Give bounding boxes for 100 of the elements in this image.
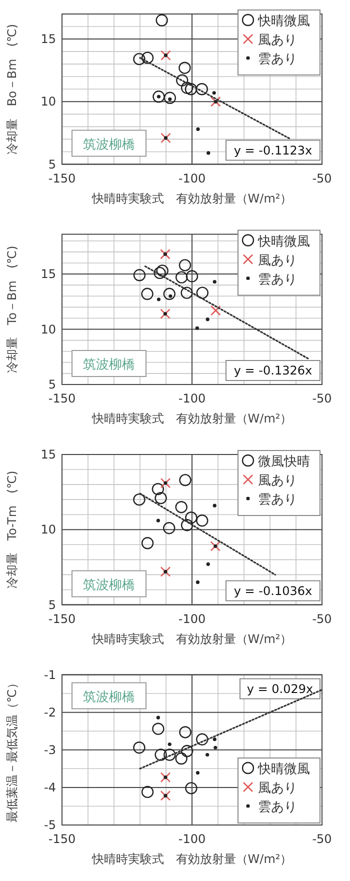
annotation: 筑波柳橋 [83,137,135,152]
x-tick-label: -100 [178,392,206,406]
point [212,91,216,95]
point [156,264,168,277]
point [160,790,171,801]
point [160,248,170,260]
x-tick-label: -50 [312,392,332,406]
annotation: y = -0.1036x [234,584,312,598]
point [179,726,192,738]
point [160,132,171,144]
point [164,775,168,780]
x-tick-label: -50 [312,832,332,846]
x-axis-title: 快晴時実験式 有効放射量（W/m²） [90,412,292,426]
x-tick-label: -100 [178,612,206,626]
annotation: y = -0.1123x [234,143,312,158]
y-axis-title: 冷却量 Bo－Bm (℃) [5,24,19,154]
y-tick-label: 10 [40,522,56,537]
legend-label: 風あり [258,253,297,268]
point [141,786,154,798]
point [196,770,200,775]
legend-label: 微風快晴 [258,454,310,470]
point [206,562,210,566]
point [160,308,170,319]
point [156,518,160,522]
x-tick-label: -150 [48,392,76,406]
y-tick-label: -1 [44,668,56,682]
point [160,566,171,577]
y-axis-title: 最低葉温－最低気温（℃） [5,677,19,823]
y-tick-label: 10 [40,94,56,109]
legend-label: 快晴微風 [257,234,310,250]
point [185,512,198,524]
point [196,580,200,584]
x-tick-label: -50 [312,612,332,626]
legend-label: 風あり [258,33,297,48]
point [210,305,221,316]
point [156,716,160,720]
point [163,252,168,256]
point [154,748,167,761]
legend-label: 雲あり [258,492,297,508]
point [210,541,221,552]
point [195,326,199,330]
point [196,127,200,131]
point [206,752,210,757]
point [152,722,164,735]
point [156,298,161,302]
y-tick-label: 10 [40,322,56,336]
point [214,100,218,104]
point [179,474,192,486]
y-axis-title: 冷却量 To-Tm (℃) [5,470,19,589]
point [196,514,208,527]
point [164,136,168,140]
point [185,782,198,794]
point [133,742,146,754]
y-tick-label: 5 [48,157,56,172]
annotation: y = -0.1326x [234,364,312,378]
point [141,288,154,300]
point [214,544,218,548]
y-tick-label: 15 [40,32,56,46]
y-tick-label: -5 [44,818,56,832]
x-tick-label: -100 [178,832,206,846]
x-axis-title: 快晴時実験式 有効放射量（W/m²） [90,852,292,866]
legend-label: 快晴微風 [257,762,310,777]
point [180,519,194,532]
point [180,286,193,299]
point [163,288,176,300]
point [178,259,192,272]
point [175,752,188,765]
point [206,151,210,155]
point [133,52,146,66]
point [164,794,168,798]
legend-label: 快晴微風 [257,14,310,29]
y-tick-label: -3 [44,742,56,757]
x-tick-label: -100 [178,171,206,186]
point [160,50,171,60]
annotation: 筑波柳橋 [83,690,135,705]
annotation: y = 0.029x [246,682,314,696]
point [196,286,208,299]
point [160,478,171,488]
point [180,82,194,94]
point [168,742,172,746]
point [141,537,154,550]
y-tick-label: 5 [48,598,56,612]
point [178,62,191,74]
point [164,92,176,104]
x-tick-label: -150 [48,832,76,846]
point [160,772,171,782]
legend-label: 雲あり [258,800,297,815]
x-tick-label: -150 [48,171,76,186]
point [176,271,188,284]
point [206,318,210,322]
point [196,83,208,96]
point [164,481,168,485]
point [175,500,188,514]
point [156,14,168,26]
legend-label: 雲あり [258,272,297,288]
y-tick-label: 15 [40,448,56,462]
point [152,90,165,103]
x-tick-label: -50 [312,171,332,186]
point [212,280,216,284]
point [210,96,221,107]
